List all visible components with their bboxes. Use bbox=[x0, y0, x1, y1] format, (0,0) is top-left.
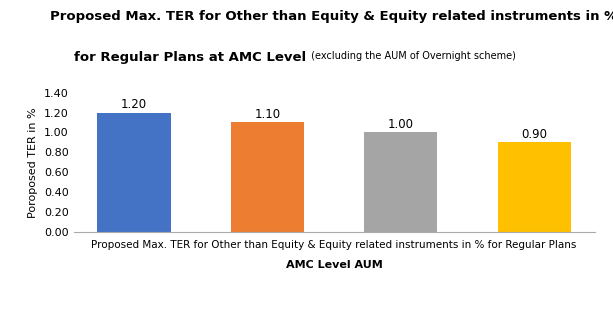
Text: 1.20: 1.20 bbox=[121, 98, 147, 111]
Text: (excluding the AUM of Overnight scheme): (excluding the AUM of Overnight scheme) bbox=[308, 51, 516, 61]
Text: for Regular Plans at AMC Level: for Regular Plans at AMC Level bbox=[74, 51, 306, 64]
Bar bbox=[498, 142, 571, 232]
Text: Proposed Max. TER for Other than Equity & Equity related instruments in %: Proposed Max. TER for Other than Equity … bbox=[50, 10, 613, 23]
Bar bbox=[364, 132, 438, 232]
Y-axis label: Poroposed TER in %: Poroposed TER in % bbox=[28, 107, 39, 217]
Bar bbox=[97, 113, 170, 232]
Bar bbox=[230, 122, 304, 232]
Text: 1.10: 1.10 bbox=[254, 108, 280, 121]
Text: AMC Level AUM: AMC Level AUM bbox=[286, 260, 383, 270]
Text: 0.90: 0.90 bbox=[521, 128, 547, 141]
Text: Proposed Max. TER for Other than Equity & Equity related instruments in % for Re: Proposed Max. TER for Other than Equity … bbox=[91, 240, 577, 250]
Text: 1.00: 1.00 bbox=[388, 118, 414, 131]
